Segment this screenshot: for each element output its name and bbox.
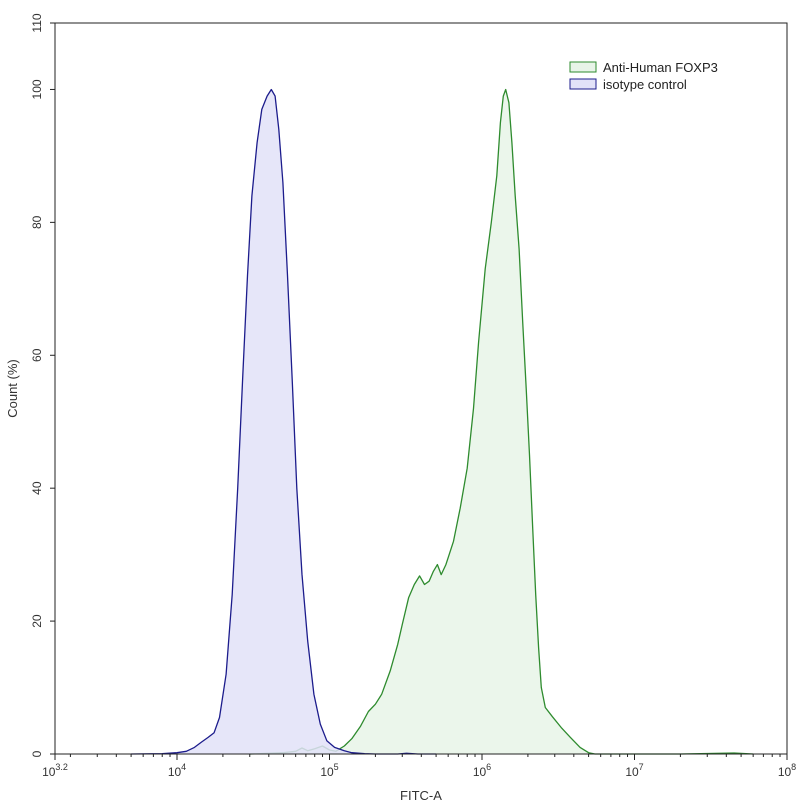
x-tick-label: 107 [625, 762, 643, 779]
y-tick-label: 100 [30, 79, 44, 99]
x-tick-label: 108 [778, 762, 796, 779]
x-tick-label: 106 [473, 762, 491, 779]
legend-swatch-0 [569, 61, 597, 73]
y-tick-label: 60 [30, 348, 44, 362]
legend-label-1: isotype control [603, 77, 687, 92]
x-axis-title: FITC-A [400, 788, 442, 803]
y-tick-label: 40 [30, 481, 44, 495]
axes: 0 20 40 60 80 100 110 103.2 104 105 106 107 108 FITC-… [5, 13, 796, 803]
series-area-1 [131, 89, 437, 754]
y-tick-label: 0 [30, 750, 44, 757]
y-axis-title: Count (%) [5, 359, 20, 418]
series-line-1 [131, 88, 437, 755]
plot-area [131, 88, 754, 755]
y-tick-label: 110 [30, 13, 44, 32]
series-line-0 [249, 88, 754, 755]
y-tick-label: 80 [30, 215, 44, 229]
legend: Anti-Human FOXP3 isotype control [569, 60, 718, 92]
y-tick-label: 20 [30, 614, 44, 628]
series-area-0 [249, 89, 754, 754]
x-tick-label: 103.2 [42, 762, 68, 779]
legend-swatch-1 [569, 78, 597, 90]
legend-label-0: Anti-Human FOXP3 [603, 60, 718, 75]
x-tick-label: 105 [320, 762, 338, 779]
x-tick-label: 104 [168, 762, 186, 779]
